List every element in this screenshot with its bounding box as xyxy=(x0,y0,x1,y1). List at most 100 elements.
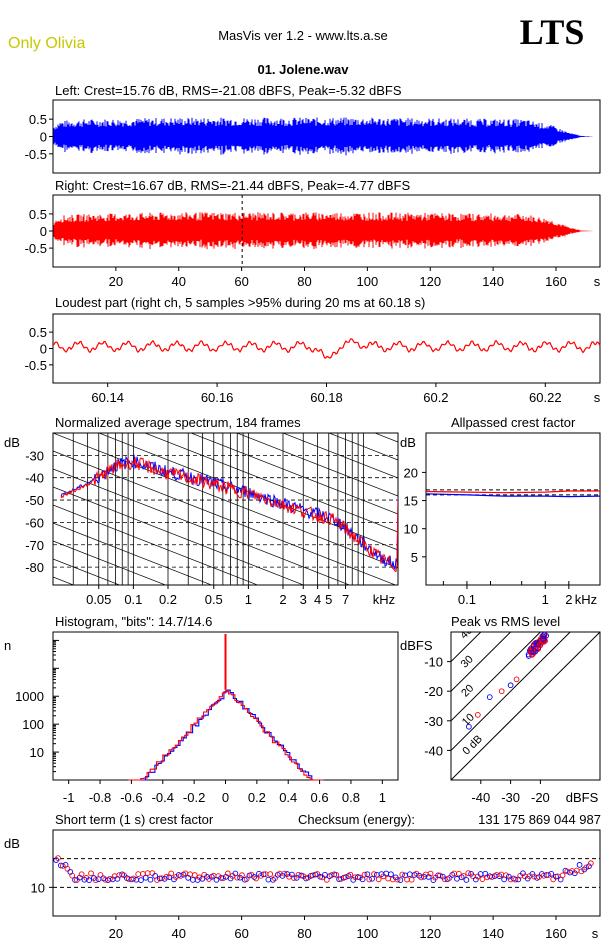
left-waveform-title: Left: Crest=15.76 dB, RMS=-21.08 dBFS, P… xyxy=(55,83,402,98)
spectrum-trace xyxy=(60,456,398,573)
short-crest-point-right xyxy=(583,864,590,871)
short-crest-point-right xyxy=(239,872,245,878)
file-name: 01. Jolene.wav xyxy=(257,62,349,77)
waveform-xtick-label: 60 xyxy=(234,274,248,289)
waveform-xtick-label: 140 xyxy=(482,274,504,289)
histogram-ytick-label: 100 xyxy=(22,717,44,732)
histogram-title: Histogram, "bits": 14.7/14.6 xyxy=(55,614,212,629)
checksum-label: Checksum (energy): xyxy=(298,812,415,827)
peak-rms-xtick-label: -20 xyxy=(531,790,550,805)
short-crest-point-right xyxy=(305,874,311,881)
peak-rms-point xyxy=(513,676,520,683)
spectrum-ylabel: dB xyxy=(4,435,20,450)
spectrum-xtick-label: 4 xyxy=(314,592,321,607)
histogram-xtick-label: -0.8 xyxy=(89,790,111,805)
short-crest-point-left xyxy=(520,870,526,877)
crest-factor-frame xyxy=(425,432,601,586)
short-crest-point-right xyxy=(394,876,401,883)
histogram-ytick-label: 1000 xyxy=(15,689,44,704)
short-crest-point-right xyxy=(149,870,156,876)
short-crest-xunit-label: s xyxy=(592,926,599,941)
short-crest-ylabel: dB xyxy=(4,836,20,851)
spectrum-slope-line xyxy=(282,433,398,479)
peak-rms-point xyxy=(529,644,536,651)
short-crest-point-right xyxy=(578,868,585,875)
waveform-xunit-label: s xyxy=(594,274,601,289)
peak-rms-xtick-label: -30 xyxy=(501,790,520,805)
short-crest-xtick-label: 20 xyxy=(109,926,123,941)
crest-ytick-label: 10 xyxy=(404,522,418,537)
short-crest-point-right xyxy=(489,874,495,880)
waveform-xtick-label: 40 xyxy=(172,274,186,289)
waveform-xtick-label: 80 xyxy=(297,274,311,289)
spectrum-ytick-label: -50 xyxy=(25,493,44,508)
short-crest-point-right xyxy=(224,870,231,877)
short-crest-point-left xyxy=(293,875,300,881)
short-crest-point-left xyxy=(576,862,583,868)
histogram-trace xyxy=(128,690,323,781)
peak-rms-point xyxy=(535,638,542,645)
spectrum-title: Normalized average spectrum, 184 frames xyxy=(55,415,301,430)
short-term-crest-title: Short term (1 s) crest factor xyxy=(55,812,214,827)
crest-trace-right xyxy=(425,490,600,494)
peak-rms-point xyxy=(466,723,472,730)
peak-rms-point xyxy=(486,694,493,700)
peak-rms-xtick-label: -40 xyxy=(471,790,490,805)
short-crest-point-right xyxy=(427,870,434,877)
peak-rms-crest-label: 40 xyxy=(458,624,475,641)
histogram-xtick-label: -1 xyxy=(63,790,75,805)
short-crest-point-left xyxy=(373,871,380,878)
peak-rms-point xyxy=(528,651,535,657)
spectrum-slope-line xyxy=(53,558,121,585)
loudest-xtick-label: 60.16 xyxy=(201,390,234,405)
peak-rms-title: Peak vs RMS level xyxy=(451,614,560,629)
peak-rms-crest-line xyxy=(451,632,512,692)
spectrum-slope-line xyxy=(53,450,397,585)
loudest-xtick-label: 60.22 xyxy=(529,390,562,405)
spectrum-slope-line xyxy=(53,433,398,569)
short-crest-point-right xyxy=(243,876,250,882)
histogram-ylabel: n xyxy=(4,638,11,653)
short-crest-point-right xyxy=(333,871,340,878)
peak-rms-ytick-label: -30 xyxy=(424,714,443,729)
app-title: MasVis ver 1.2 - www.lts.a.se xyxy=(218,28,388,43)
short-crest-point-right xyxy=(177,873,184,879)
short-crest-point-right xyxy=(323,876,330,883)
short-crest-point-right xyxy=(385,875,391,882)
spectrum-slope-line xyxy=(236,433,398,497)
waveform-ytick-label: -0.5 xyxy=(25,241,47,256)
spectrum-xtick-label: 3 xyxy=(300,592,307,607)
short-crest-point-left xyxy=(505,873,512,880)
short-crest-point-right xyxy=(347,871,354,878)
histogram-xtick-label: 0.8 xyxy=(342,790,360,805)
short-crest-point-right xyxy=(550,876,557,883)
short-crest-point-left xyxy=(397,877,404,883)
spectrum-ytick-label: -70 xyxy=(25,538,44,553)
short-crest-point-right xyxy=(356,874,363,881)
loudest-ytick-label: 0 xyxy=(40,342,47,357)
short-crest-frame xyxy=(52,829,601,917)
loudest-part-frame xyxy=(52,313,601,384)
short-crest-point-right xyxy=(267,871,274,877)
short-crest-point-right xyxy=(366,876,373,883)
spectrum-slope-line xyxy=(328,433,398,461)
peak-rms-point xyxy=(540,636,547,642)
spectrum-slope-line xyxy=(190,433,398,515)
short-crest-point-left xyxy=(72,877,78,883)
short-crest-point-left xyxy=(454,875,460,882)
loudest-ytick-label: -0.5 xyxy=(25,358,47,373)
short-crest-ytick-label: 10 xyxy=(31,880,45,895)
histogram-ytick-label: 10 xyxy=(30,745,44,760)
histogram-xtick-label: 0 xyxy=(222,790,229,805)
spectrum-slope-line xyxy=(53,522,213,585)
short-crest-point-right xyxy=(69,872,76,879)
spectrum-xtick-label: 0.5 xyxy=(205,592,223,607)
short-crest-point-right xyxy=(404,876,410,883)
short-crest-point-right xyxy=(121,872,127,879)
peak-rms-point xyxy=(474,712,481,718)
spectrum-xtick-label: 0.2 xyxy=(159,592,177,607)
peak-rms-crest-label: 30 xyxy=(459,653,476,670)
histogram-xtick-label: -0.6 xyxy=(120,790,142,805)
short-crest-point-left xyxy=(86,877,93,883)
